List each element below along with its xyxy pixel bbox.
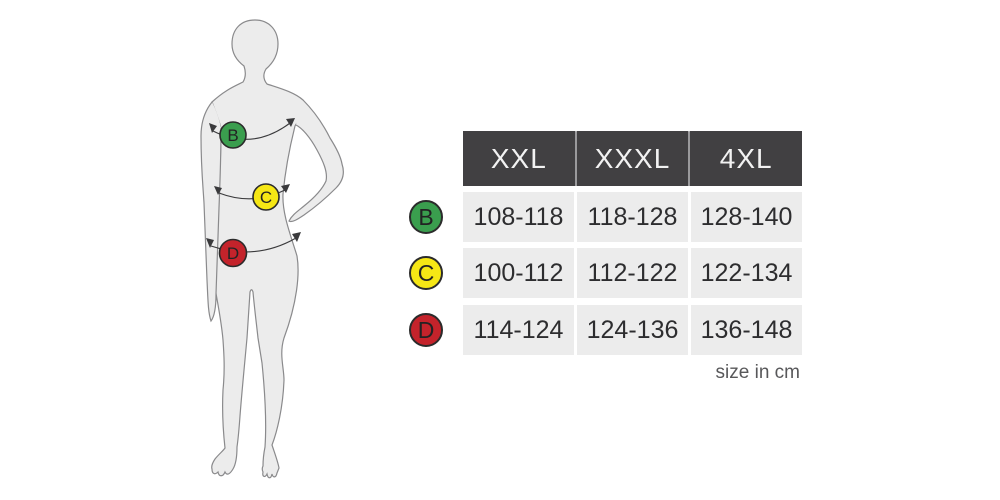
header-cell-4xl: 4XL — [690, 131, 803, 186]
figure-marker-waist: C — [252, 183, 280, 211]
figure-marker-bust: B — [219, 121, 247, 149]
figure-marker-bust-letter: B — [227, 126, 238, 145]
figure-marker-waist-letter: C — [260, 188, 272, 207]
cell-b-4xl: 128-140 — [691, 192, 802, 242]
arrow-icon — [292, 232, 301, 242]
cell-b-xxxl: 118-128 — [577, 192, 688, 242]
table-row: 100-112 112-122 122-134 — [463, 248, 802, 298]
right-arm-contour — [288, 99, 344, 223]
cell-d-xxl: 114-124 — [463, 305, 574, 355]
row-marker-d-letter: D — [417, 316, 435, 343]
left-arm-contour — [200, 101, 222, 323]
cell-b-xxl: 108-118 — [463, 192, 574, 242]
cell-c-xxxl: 112-122 — [577, 248, 688, 298]
arrow-icon — [286, 118, 295, 127]
row-marker-b: B — [409, 200, 443, 234]
arrow-icon — [209, 123, 217, 133]
arrow-icon — [281, 184, 290, 193]
left-arm — [201, 102, 221, 321]
table-row: 108-118 118-128 128-140 — [463, 192, 802, 242]
figure-marker-hips-letter: D — [227, 244, 239, 263]
row-marker-b-letter: B — [418, 203, 434, 230]
cell-c-xxl: 100-112 — [463, 248, 574, 298]
cell-d-xxxl: 124-136 — [577, 305, 688, 355]
unit-note: size in cm — [715, 362, 800, 383]
figure-marker-hips: D — [218, 238, 248, 268]
female-body-illustration: B C D — [200, 19, 344, 479]
cell-d-4xl: 136-148 — [691, 305, 802, 355]
arrow-icon — [214, 186, 222, 195]
row-marker-d: D — [409, 313, 443, 347]
table-row: 114-124 124-136 136-148 — [463, 305, 802, 355]
header-cell-xxl: XXL — [463, 131, 575, 186]
header-cell-xxxl: XXXL — [576, 131, 689, 186]
arrow-icon — [206, 238, 214, 248]
row-marker-c-letter: C — [417, 259, 435, 286]
right-arm — [289, 100, 344, 222]
cell-c-4xl: 122-134 — [691, 248, 802, 298]
size-table-header: XXL XXXL 4XL — [463, 131, 803, 186]
row-marker-c: C — [409, 256, 443, 290]
